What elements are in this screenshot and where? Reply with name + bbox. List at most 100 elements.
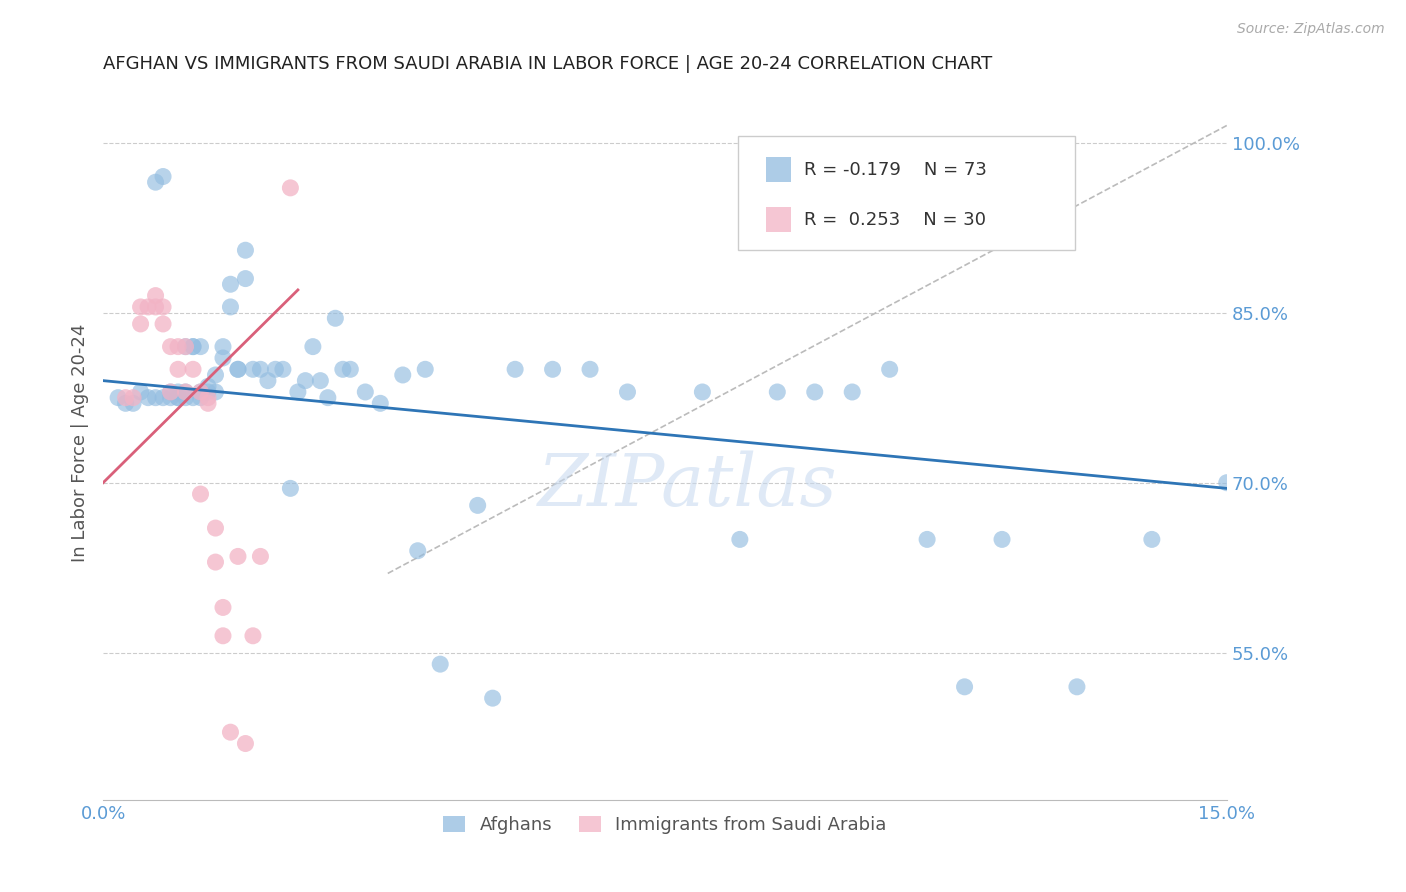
Point [728, 533, 751, 547]
Point [129, 300, 152, 314]
Point [204, 368, 226, 382]
Point [271, 362, 294, 376]
Point [167, 391, 190, 405]
Point [212, 629, 235, 643]
Point [159, 340, 181, 354]
Point [167, 362, 190, 376]
Point [145, 175, 167, 189]
Point [879, 362, 901, 376]
Point [692, 384, 714, 399]
Point [114, 391, 136, 405]
Text: ZIPatlas: ZIPatlas [537, 450, 837, 521]
Point [152, 169, 174, 184]
Text: R = -0.179    N = 73: R = -0.179 N = 73 [804, 161, 987, 178]
Point [226, 362, 249, 376]
Point [219, 277, 242, 292]
Point [114, 396, 136, 410]
Point [181, 362, 204, 376]
Point [280, 482, 302, 496]
Point [915, 533, 938, 547]
FancyBboxPatch shape [766, 207, 790, 232]
Point [235, 271, 257, 285]
Point [503, 362, 526, 376]
Point [122, 396, 145, 410]
Point [197, 379, 219, 393]
Point [294, 374, 316, 388]
Point [406, 543, 429, 558]
Point [212, 351, 235, 365]
Point [159, 391, 181, 405]
Point [167, 384, 190, 399]
Point [391, 368, 413, 382]
Point [145, 391, 167, 405]
Point [190, 340, 212, 354]
Point [1066, 680, 1088, 694]
Point [332, 362, 354, 376]
Point [152, 317, 174, 331]
Point [167, 391, 190, 405]
Point [159, 384, 181, 399]
Point [991, 533, 1014, 547]
Point [212, 340, 235, 354]
Point [316, 391, 339, 405]
Point [287, 384, 309, 399]
Text: R =  0.253    N = 30: R = 0.253 N = 30 [804, 211, 986, 228]
Point [429, 657, 451, 672]
Point [953, 680, 976, 694]
FancyBboxPatch shape [766, 157, 790, 182]
Point [841, 384, 863, 399]
Point [1216, 475, 1239, 490]
Point [212, 600, 235, 615]
Point [368, 396, 391, 410]
Point [159, 384, 181, 399]
Point [181, 340, 204, 354]
Point [181, 340, 204, 354]
Point [204, 555, 226, 569]
Point [219, 300, 242, 314]
Point [174, 340, 197, 354]
Point [481, 691, 503, 706]
Point [235, 244, 257, 258]
Point [190, 384, 212, 399]
Point [190, 487, 212, 501]
Point [803, 384, 825, 399]
Point [242, 362, 264, 376]
Point [235, 737, 257, 751]
Point [219, 725, 242, 739]
Point [152, 391, 174, 405]
Point [541, 362, 564, 376]
Point [616, 384, 638, 399]
Point [280, 181, 302, 195]
Point [122, 391, 145, 405]
Legend: Afghans, Immigrants from Saudi Arabia: Afghans, Immigrants from Saudi Arabia [443, 816, 887, 834]
Point [167, 340, 190, 354]
Point [249, 549, 271, 564]
Point [152, 300, 174, 314]
Point [174, 384, 197, 399]
Y-axis label: In Labor Force | Age 20-24: In Labor Force | Age 20-24 [72, 324, 89, 562]
Point [226, 362, 249, 376]
Point [325, 311, 347, 326]
Point [579, 362, 602, 376]
Point [197, 396, 219, 410]
Point [413, 362, 436, 376]
Point [107, 391, 129, 405]
Point [226, 549, 249, 564]
Text: AFGHAN VS IMMIGRANTS FROM SAUDI ARABIA IN LABOR FORCE | AGE 20-24 CORRELATION CH: AFGHAN VS IMMIGRANTS FROM SAUDI ARABIA I… [103, 55, 993, 73]
Point [242, 629, 264, 643]
Point [309, 374, 332, 388]
Point [174, 340, 197, 354]
Point [197, 391, 219, 405]
FancyBboxPatch shape [738, 136, 1076, 250]
Point [257, 374, 280, 388]
Point [302, 340, 325, 354]
Point [766, 384, 789, 399]
Point [204, 521, 226, 535]
Point [204, 384, 226, 399]
Point [145, 288, 167, 302]
Point [467, 499, 489, 513]
Point [129, 384, 152, 399]
Point [174, 384, 197, 399]
Point [354, 384, 377, 399]
Text: Source: ZipAtlas.com: Source: ZipAtlas.com [1237, 22, 1385, 37]
